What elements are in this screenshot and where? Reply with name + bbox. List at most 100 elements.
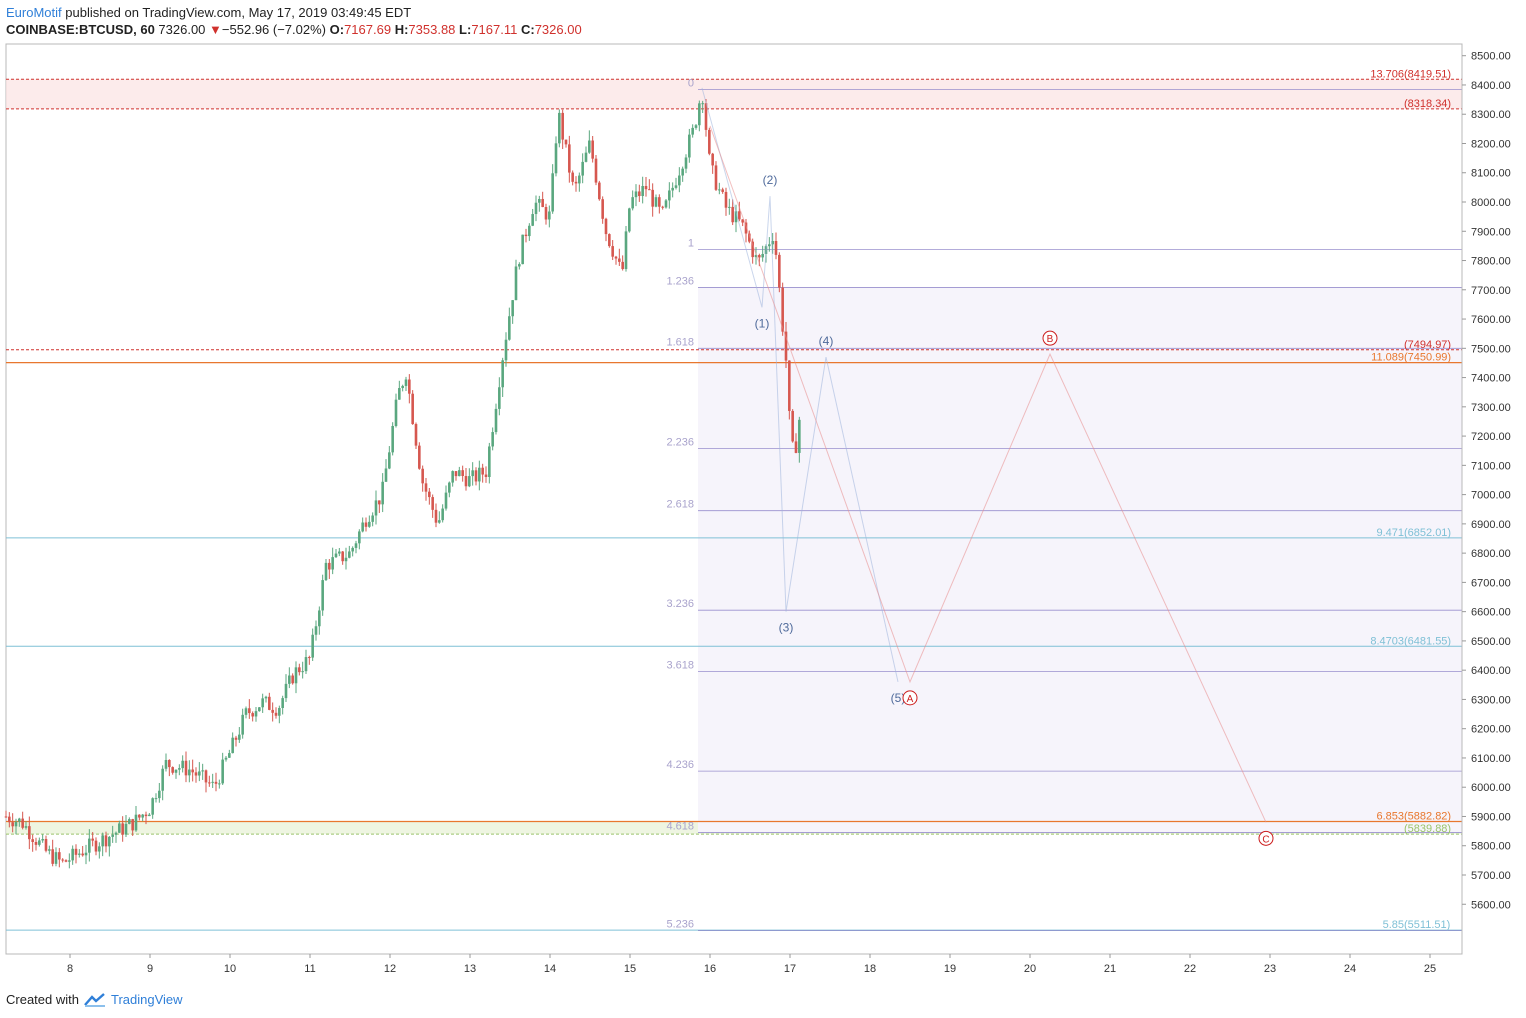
candle[interactable] [598,180,601,201]
candle[interactable] [251,711,254,722]
candle[interactable] [498,377,501,416]
candle[interactable] [431,494,434,518]
candle[interactable] [618,248,621,267]
candle[interactable] [34,837,38,851]
candle[interactable] [198,762,201,782]
candle[interactable] [634,184,638,207]
candle[interactable] [651,183,654,217]
candle[interactable] [768,237,771,252]
candle[interactable] [754,247,758,265]
candle[interactable] [564,139,568,148]
candle[interactable] [281,695,284,715]
candle[interactable] [794,433,798,454]
candle[interactable] [54,847,58,867]
candle[interactable] [174,769,178,779]
candle[interactable] [654,194,658,208]
candle[interactable] [121,816,124,842]
candle[interactable] [118,820,121,833]
candle[interactable] [674,177,678,190]
candle[interactable] [474,467,478,486]
candle[interactable] [21,811,24,830]
candle[interactable] [74,844,78,864]
candle[interactable] [774,232,778,260]
candle[interactable] [528,223,531,241]
candle[interactable] [261,693,264,713]
candle[interactable] [538,195,541,212]
candle[interactable] [428,487,431,505]
candle[interactable] [731,199,734,226]
candle[interactable] [58,848,61,868]
candle[interactable] [171,766,174,775]
candle[interactable] [258,707,261,712]
candle[interactable] [351,546,354,557]
candle[interactable] [744,219,748,243]
candle[interactable] [491,427,494,451]
candle[interactable] [274,707,278,719]
candle[interactable] [318,606,321,635]
candle[interactable] [291,673,294,685]
candle[interactable] [41,834,44,843]
candle[interactable] [621,255,624,271]
candle[interactable] [361,517,364,533]
candle[interactable] [458,466,461,477]
candle[interactable] [464,467,468,491]
candle[interactable] [98,842,101,859]
candle[interactable] [678,167,681,193]
candle[interactable] [738,201,741,222]
candle[interactable] [601,196,604,224]
candle[interactable] [451,470,454,487]
candle[interactable] [124,814,128,837]
candle[interactable] [378,500,381,513]
candle[interactable] [548,205,551,228]
candle[interactable] [571,170,574,186]
candle[interactable] [658,194,661,214]
candle[interactable] [574,176,578,192]
candle[interactable] [708,127,711,156]
candle[interactable] [301,661,304,679]
candle[interactable] [684,154,688,174]
candle[interactable] [478,460,481,491]
candle[interactable] [271,702,274,722]
candle[interactable] [371,512,374,527]
candle[interactable] [374,490,378,525]
candle[interactable] [28,816,31,850]
candle[interactable] [31,834,34,852]
candle[interactable] [724,187,728,216]
candle[interactable] [748,230,751,244]
candle[interactable] [204,769,208,793]
candle[interactable] [311,628,314,661]
candle[interactable] [418,442,421,470]
candle[interactable] [321,574,324,616]
candle[interactable] [424,478,428,501]
candle[interactable] [381,473,384,513]
candle[interactable] [421,465,424,492]
candle[interactable] [734,204,738,233]
candle[interactable] [501,357,504,397]
candle[interactable] [561,109,564,150]
candle[interactable] [468,468,471,488]
candle[interactable] [661,205,664,210]
candle[interactable] [544,203,548,225]
candle[interactable] [248,699,251,719]
candle[interactable] [151,797,154,819]
candle[interactable] [364,517,368,532]
candle[interactable] [591,135,594,163]
candle[interactable] [284,674,288,703]
candle[interactable] [161,765,164,801]
candle[interactable] [88,829,91,862]
candle[interactable] [238,727,241,743]
candle[interactable] [108,835,111,857]
candle[interactable] [208,775,211,787]
candle[interactable] [644,177,648,197]
candle[interactable] [521,234,524,265]
candle[interactable] [398,380,401,400]
candle[interactable] [568,135,571,183]
candle[interactable] [504,332,508,367]
candle[interactable] [338,547,341,557]
candle[interactable] [61,858,64,863]
candle[interactable] [144,811,148,825]
wave-blue-path[interactable] [701,87,899,682]
candle[interactable] [448,481,451,498]
candle[interactable] [254,707,258,722]
candle[interactable] [788,360,791,420]
